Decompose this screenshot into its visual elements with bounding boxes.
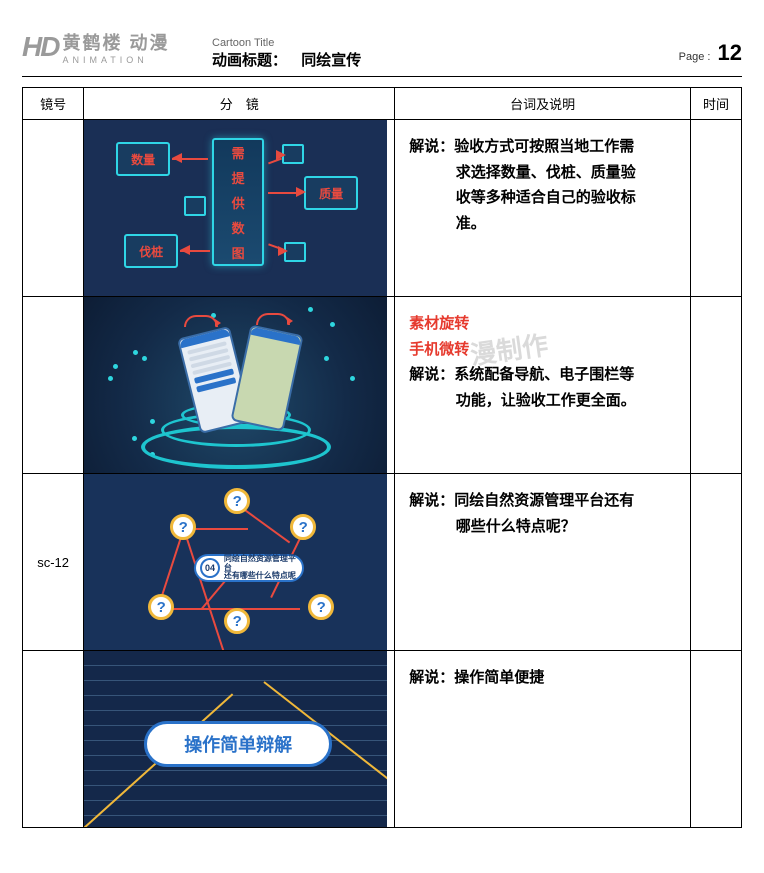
side-panel: 质量: [304, 176, 358, 210]
storyboard-row: 素材旋转手机微转解说：系统配备导航、电子围栏等功能，让验收工作更全面。: [23, 297, 742, 474]
shot-id: [23, 297, 84, 474]
center-panel: 需提供数图: [212, 138, 264, 266]
time-cell: [690, 120, 741, 297]
frame-cell: 需提供数图 数量 质量 伐桩: [84, 120, 395, 297]
storyboard-row: sc-12 ?????? 04 同绘自然资源管理平台还有哪些什么特点呢 解说：同…: [23, 474, 742, 651]
side-panel: 伐桩: [124, 234, 178, 268]
question-node: ?: [224, 488, 250, 514]
page-label: Page :: [679, 51, 711, 63]
storyboard-row: 需提供数图 数量 质量 伐桩 解说：验收方式可按照当地工作需求选择数量、伐桩、质…: [23, 120, 742, 297]
title-value: 同绘宣传: [301, 52, 361, 69]
page-number-value: 12: [718, 40, 742, 65]
cartoon-title-label: Cartoon Title: [212, 37, 361, 49]
frame-sketch: ?????? 04 同绘自然资源管理平台还有哪些什么特点呢: [84, 474, 387, 650]
question-node: ?: [290, 514, 316, 540]
question-node: ?: [224, 608, 250, 634]
narration-text: 解说：验收方式可按照当地工作需求选择数量、伐桩、质量验收等多种适合自己的验收标准…: [409, 134, 676, 236]
rotate-arrow-icon: [184, 315, 218, 327]
description-cell: 素材旋转手机微转解说：系统配备导航、电子围栏等功能，让验收工作更全面。: [395, 297, 691, 474]
narration-text: 解说：操作简单便捷: [409, 665, 676, 691]
question-node: ?: [308, 594, 334, 620]
direction-note: 素材旋转: [409, 311, 676, 337]
page-number: Page : 12: [679, 40, 742, 66]
col-time-header: 时间: [690, 88, 741, 120]
mini-panel: [184, 196, 206, 216]
description-cell: 解说：同绘自然资源管理平台还有哪些什么特点呢？: [395, 474, 691, 651]
time-cell: [690, 297, 741, 474]
studio-logo: HD 黄鹤楼 动漫 ANIMATION: [22, 24, 202, 70]
storyboard-row: 操作简单辩解 解说：操作简单便捷: [23, 651, 742, 828]
shot-id: [23, 120, 84, 297]
time-cell: [690, 474, 741, 651]
title-block: Cartoon Title 动画标题： 同绘宣传: [212, 37, 361, 70]
question-node: ?: [170, 514, 196, 540]
logo-mark: HD: [22, 31, 58, 63]
description-cell: 解说：验收方式可按照当地工作需求选择数量、伐桩、质量验收等多种适合自己的验收标准…: [395, 120, 691, 297]
frame-cell: [84, 297, 395, 474]
header-rule: [22, 76, 742, 77]
frame-sketch: 需提供数图 数量 质量 伐桩: [84, 120, 387, 296]
frame-sketch: [84, 297, 387, 473]
shot-id: [23, 651, 84, 828]
shot-id: sc-12: [23, 474, 84, 651]
col-frame-header: 分 镜: [84, 88, 395, 120]
pill-button: 操作简单辩解: [144, 721, 332, 767]
narration-text: 解说：同绘自然资源管理平台还有哪些什么特点呢？: [409, 488, 676, 539]
table-header-row: 镜号 分 镜 台词及说明 时间: [23, 88, 742, 120]
direction-note: 手机微转: [409, 337, 676, 363]
storyboard-table: 镜号 分 镜 台词及说明 时间 需提供数图 数量 质量 伐桩 解说：验收方式可按…: [22, 87, 742, 828]
side-panel: 数量: [116, 142, 170, 176]
narration-text: 解说：系统配备导航、电子围栏等功能，让验收工作更全面。: [409, 362, 676, 413]
title-label: 动画标题：: [212, 52, 287, 69]
time-cell: [690, 651, 741, 828]
col-shot-header: 镜号: [23, 88, 84, 120]
col-desc-header: 台词及说明: [395, 88, 691, 120]
center-label: 04 同绘自然资源管理平台还有哪些什么特点呢: [194, 554, 304, 582]
page-header: HD 黄鹤楼 动漫 ANIMATION Cartoon Title 动画标题： …: [22, 18, 742, 70]
frame-cell: ?????? 04 同绘自然资源管理平台还有哪些什么特点呢: [84, 474, 395, 651]
storyboard-page: HD 黄鹤楼 动漫 ANIMATION Cartoon Title 动画标题： …: [0, 0, 764, 846]
description-cell: 解说：操作简单便捷: [395, 651, 691, 828]
frame-cell: 操作简单辩解: [84, 651, 395, 828]
animation-title: 动画标题： 同绘宣传: [212, 49, 361, 70]
frame-sketch: 操作简单辩解: [84, 651, 387, 827]
phone-mockup: [231, 324, 304, 431]
rotate-arrow-icon: [256, 313, 290, 325]
logo-subtext: ANIMATION: [62, 55, 169, 65]
logo-text: 黄鹤楼 动漫: [62, 29, 169, 55]
question-node: ?: [148, 594, 174, 620]
